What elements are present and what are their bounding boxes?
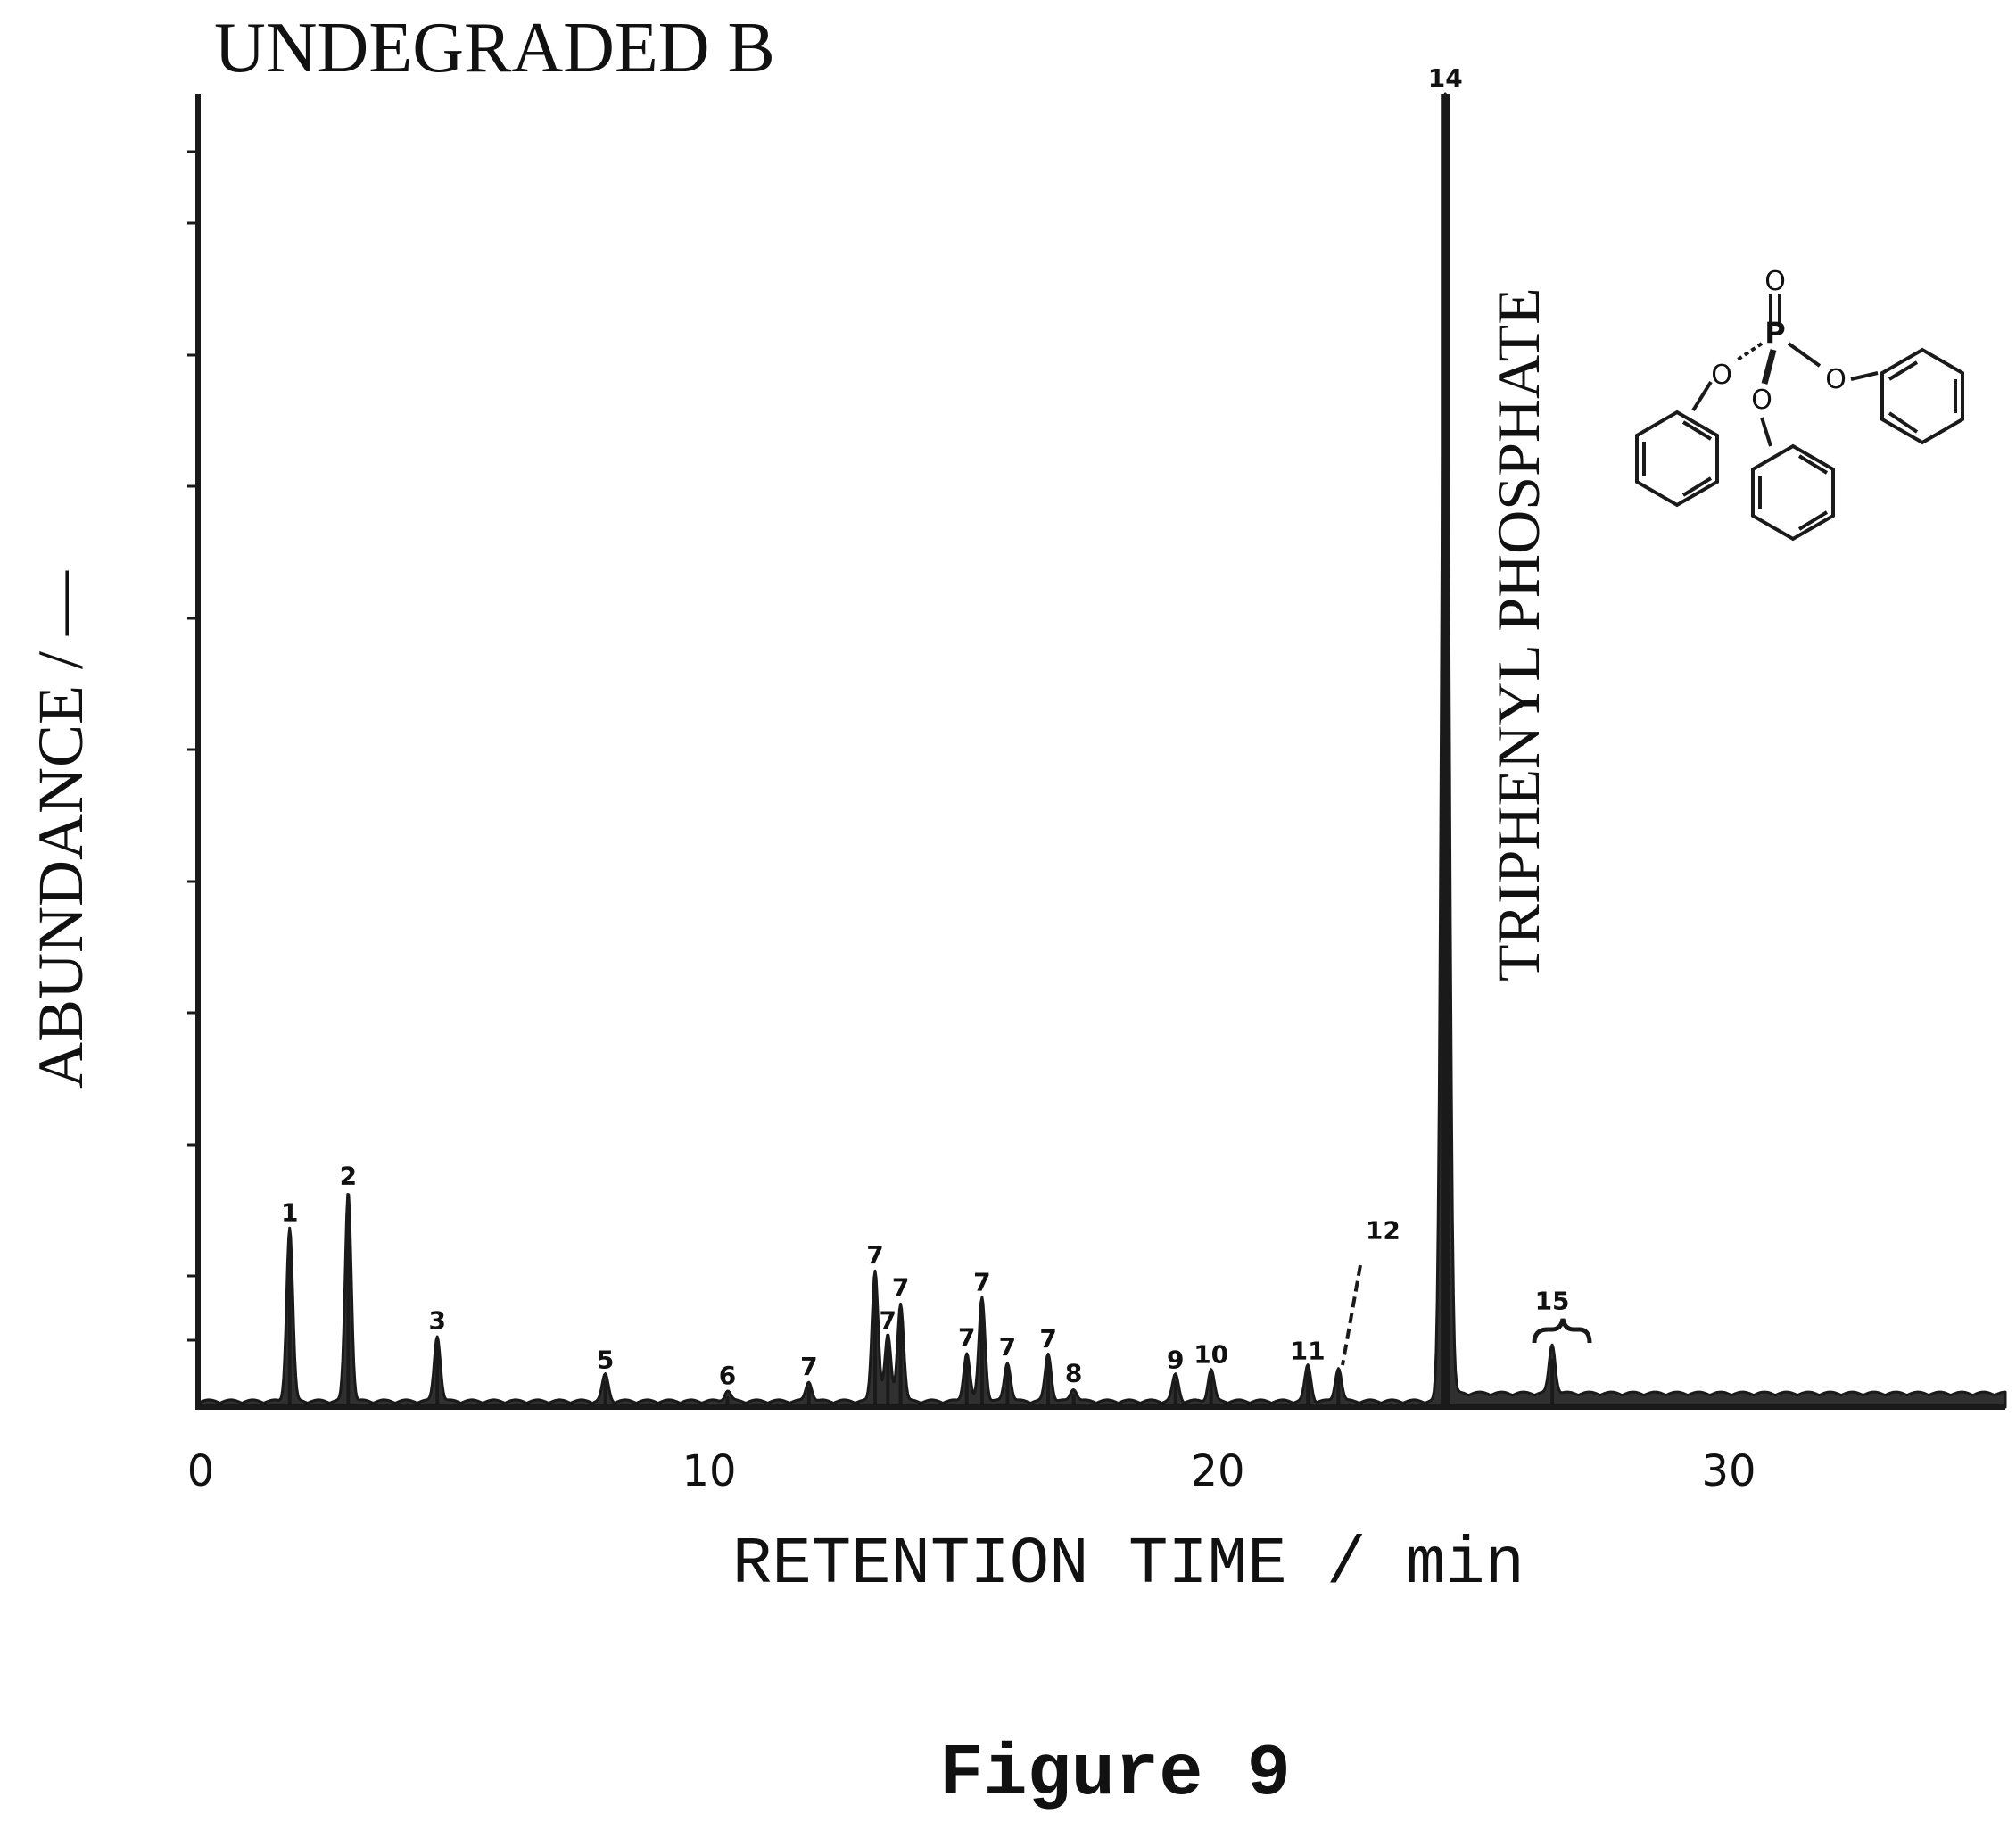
peak-label: 7 bbox=[973, 1268, 990, 1297]
peak-15-brace bbox=[1532, 1318, 1592, 1344]
peak-label: 11 bbox=[1291, 1336, 1326, 1365]
peak-label: 12 bbox=[1366, 1216, 1400, 1246]
x-axis-label: RETENTION TIME / min bbox=[732, 1528, 1524, 1603]
x-tick-label: 0 bbox=[187, 1446, 215, 1496]
peak-label: 5 bbox=[597, 1346, 614, 1375]
x-tick-label: 20 bbox=[1190, 1446, 1244, 1496]
x-axis-tick-labels: 0 10 20 30 bbox=[187, 1446, 1756, 1496]
figure-caption: Figure 9 bbox=[939, 1733, 1291, 1816]
atom-label-o-right: O bbox=[1825, 364, 1847, 395]
atom-label-o-top: O bbox=[1764, 266, 1786, 297]
peak-label: 6 bbox=[719, 1361, 736, 1390]
peak-label: 8 bbox=[1065, 1358, 1082, 1387]
triphenyl-phosphate-structure bbox=[1635, 294, 1964, 542]
peak-label: 7 bbox=[958, 1323, 975, 1353]
peak-label: 9 bbox=[1167, 1346, 1184, 1375]
x-tick-label: 10 bbox=[682, 1446, 736, 1496]
peak-label: 7 bbox=[999, 1332, 1016, 1362]
triphenyl-phosphate-annotation: TRIPHENYL PHOSPHATE bbox=[1484, 287, 1552, 981]
peak-label: 7 bbox=[800, 1352, 817, 1381]
chart-title: UNDEGRADED B bbox=[214, 9, 775, 87]
peak-label: 7 bbox=[866, 1240, 883, 1270]
atom-label-o-left: O bbox=[1711, 360, 1732, 391]
peak-label: 15 bbox=[1535, 1287, 1570, 1316]
peak-label: 7 bbox=[892, 1273, 909, 1303]
peak-label: 3 bbox=[428, 1305, 445, 1335]
molecule-atom-labels: O P O O O bbox=[1711, 266, 1847, 416]
peak-label: 7 bbox=[880, 1305, 896, 1335]
atom-label-p: P bbox=[1764, 316, 1785, 350]
peak-label: 7 bbox=[1039, 1324, 1056, 1354]
y-axis-label: ABUNDANCE / — bbox=[25, 570, 96, 1089]
peak-label: 14 bbox=[1428, 63, 1463, 93]
peak-label: 10 bbox=[1194, 1340, 1228, 1370]
chromatogram-trace bbox=[196, 92, 2007, 1409]
peak-label: 2 bbox=[340, 1161, 357, 1190]
y-axis-ticks bbox=[187, 150, 198, 1342]
peak-12-leader-line bbox=[1341, 1264, 1362, 1366]
peak-label: 1 bbox=[281, 1198, 298, 1228]
x-tick-label: 30 bbox=[1701, 1446, 1756, 1496]
atom-label-o-bottom: O bbox=[1751, 385, 1772, 416]
peaks-layer bbox=[287, 94, 1555, 1407]
